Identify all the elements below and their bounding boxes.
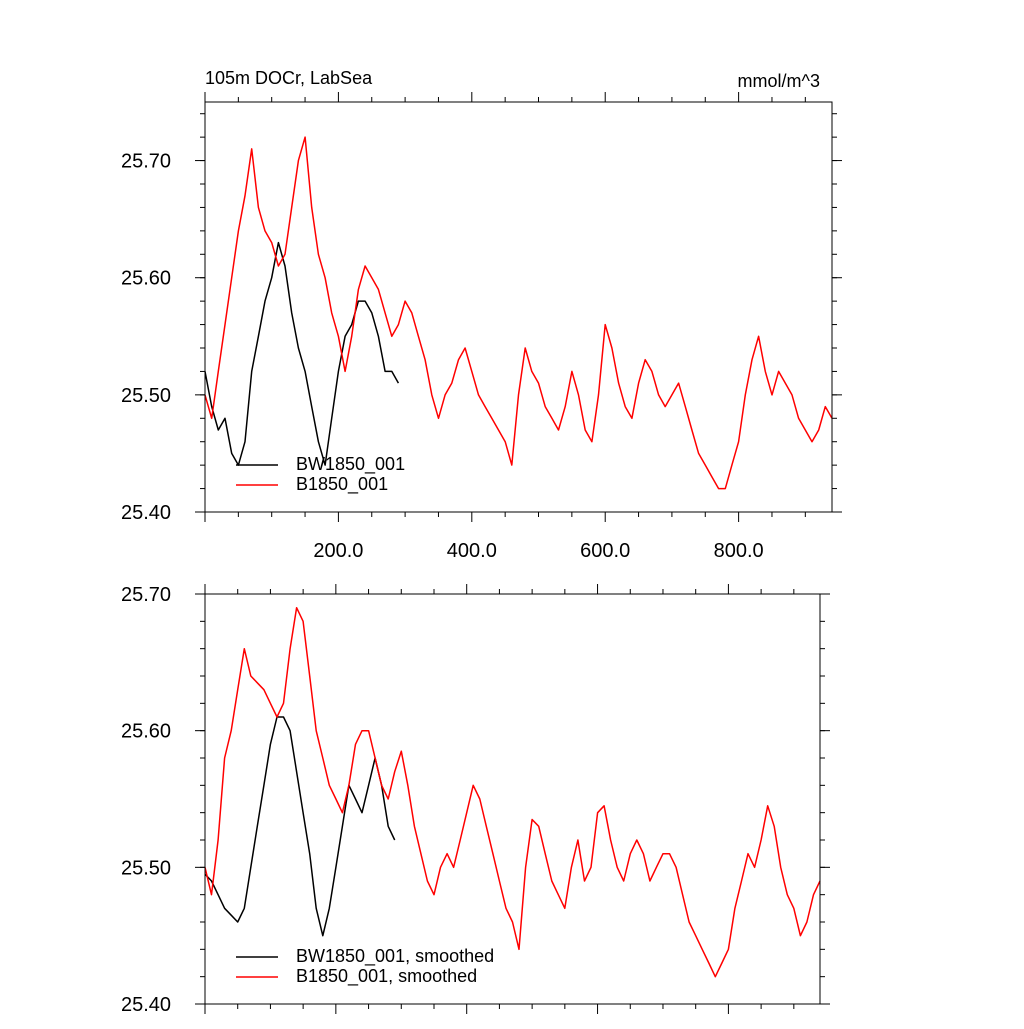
x-tick-label: 200.0	[313, 540, 363, 562]
y-tick-label: 25.50	[121, 857, 171, 879]
legend-label-2: B1850_001	[296, 474, 388, 495]
y-tick-label: 25.70	[121, 584, 171, 606]
chart-title-left: 105m DOCr, LabSea	[205, 68, 373, 88]
series-line-2	[204, 606, 821, 978]
series-line-1	[204, 241, 400, 466]
chart-title-right: mmol/m^3	[738, 71, 820, 91]
y-tick-label: 25.60	[121, 268, 171, 290]
plot-frame	[204, 101, 833, 513]
x-tick-label: 800.0	[714, 540, 764, 562]
bottom-panel: 25.40 25.50 25.60 25.70 BW1850_001, smoothed…	[121, 584, 830, 1016]
series-line-2	[204, 136, 833, 490]
y-tick-label: 25.70	[121, 151, 171, 173]
y-tick-label: 25.40	[121, 502, 171, 524]
legend-label-1: BW1850_001, smoothed	[296, 946, 494, 967]
top-panel: 25.40 25.50 25.60 25.70 200.0 400.0 600.0 800.0…	[121, 92, 842, 562]
legend-label-2: B1850_001, smoothed	[296, 966, 477, 987]
y-tick-label: 25.60	[121, 721, 171, 743]
plot-frame	[204, 593, 821, 1005]
x-tick-label: 400.0	[447, 540, 497, 562]
legend-label-1: BW1850_001	[296, 454, 405, 475]
series-line-1	[204, 716, 396, 937]
y-tick-label: 25.40	[121, 994, 171, 1016]
y-tick-label: 25.50	[121, 385, 171, 407]
x-tick-label: 600.0	[580, 540, 630, 562]
